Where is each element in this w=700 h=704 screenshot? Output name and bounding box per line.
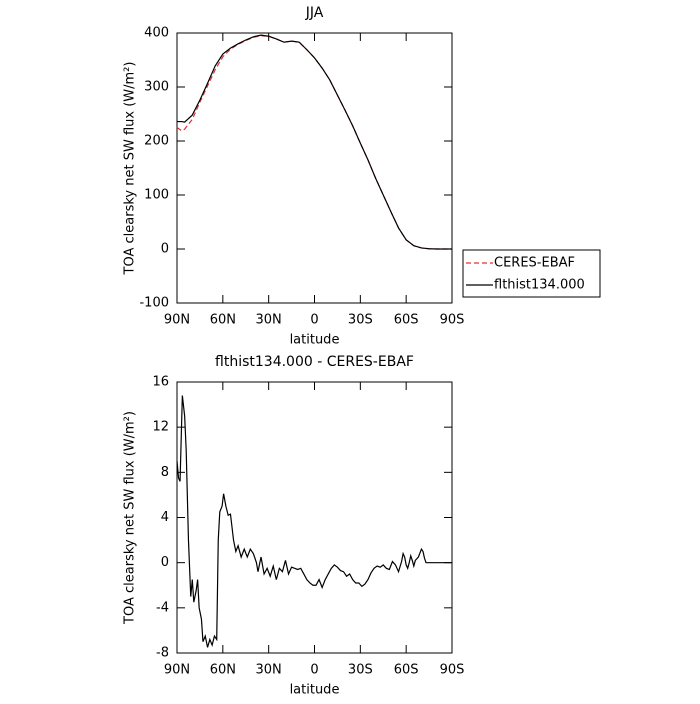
x-tick-label: 30N <box>256 313 282 328</box>
legend-box <box>462 249 601 298</box>
x-tick-label: 30S <box>348 663 373 678</box>
x-tick-label: 60N <box>210 663 236 678</box>
x-tick-label: 0 <box>310 313 318 328</box>
y-axis-label: TOA clearsky net SW flux (W/m²) <box>123 411 138 625</box>
data-line <box>176 395 452 648</box>
y-tick-label: 12 <box>152 420 169 435</box>
data-line <box>177 34 452 250</box>
x-tick-label: 30N <box>256 663 282 678</box>
y-tick-label: 0 <box>161 555 169 570</box>
y-tick-label: -8 <box>156 646 169 661</box>
x-tick-label: 30S <box>348 313 373 328</box>
y-tick-label: 100 <box>144 188 169 203</box>
y-tick-label: -4 <box>156 600 169 615</box>
y-tick-label: 400 <box>144 26 169 41</box>
chart-title: flthist134.000 - CERES-EBAF <box>215 354 414 370</box>
y-tick-label: 4 <box>161 510 169 525</box>
y-tick-label: 16 <box>152 375 169 390</box>
x-axis-label: latitude <box>290 333 340 348</box>
x-tick-label: 90S <box>440 313 465 328</box>
y-tick-label: -100 <box>139 296 169 311</box>
legend-label: CERES-EBAF <box>494 256 575 271</box>
x-tick-label: 60S <box>394 313 419 328</box>
plot-frame <box>176 32 453 304</box>
x-tick-label: 90S <box>440 663 465 678</box>
chart-title: JJA <box>305 5 324 21</box>
x-tick-label: 60S <box>394 663 419 678</box>
data-line <box>176 35 452 250</box>
y-axis-label: TOA clearsky net SW flux (W/m²) <box>123 62 138 276</box>
legend-label: flthist134.000 <box>494 278 585 293</box>
x-tick-label: 60N <box>210 313 236 328</box>
x-axis-label: latitude <box>290 683 340 698</box>
y-tick-label: 300 <box>144 80 169 95</box>
x-tick-label: 90N <box>164 313 190 328</box>
x-tick-label: 0 <box>310 663 318 678</box>
y-tick-label: 0 <box>161 242 169 257</box>
y-tick-label: 200 <box>144 134 169 149</box>
y-tick-label: 8 <box>161 465 169 480</box>
plot-frame <box>176 381 453 654</box>
x-tick-label: 90N <box>164 663 190 678</box>
